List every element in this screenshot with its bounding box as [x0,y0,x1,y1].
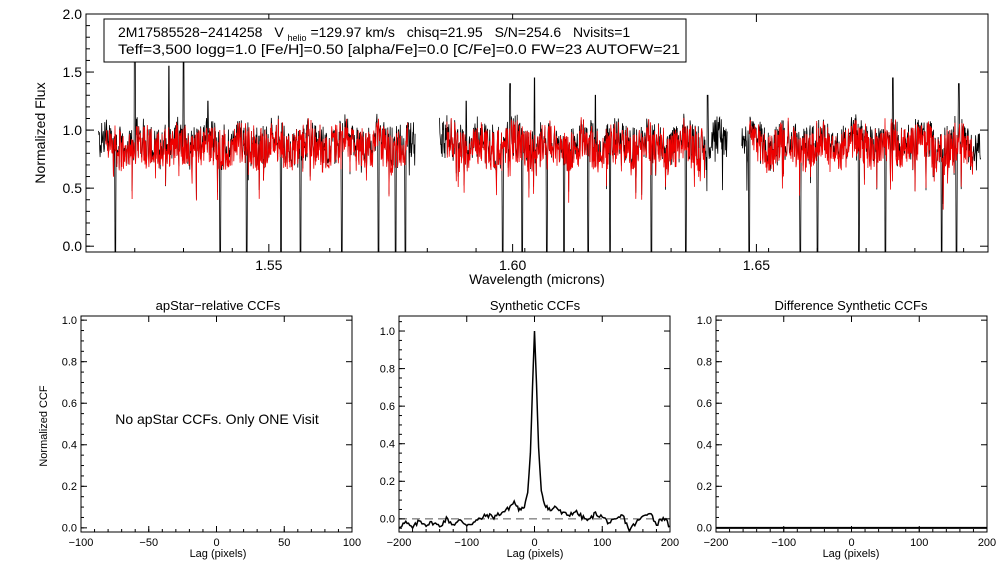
spectrum-panel: 1.55 1.60 1.65 0.0 0.5 1.0 1.5 2.0 Wavelength (… [32,6,989,287]
x-tick-label: −50 [139,537,158,549]
y-tick-label: 0.2 [697,481,712,493]
x-tick-label: 200 [661,537,679,549]
x-tick-label: 1.55 [255,257,282,273]
panel-1-y-label: Normalized CCF [38,385,50,467]
model-spectrum-chip-3 [748,117,974,210]
y-tick-label: 0.0 [697,523,712,535]
x-tick-label: 0 [213,537,219,549]
spectrum-x-ticks: 1.55 1.60 1.65 0.0 0.5 1.0 1.5 2.0 [63,6,988,273]
y-tick-label: 0.6 [697,398,712,410]
model-spectrum-chip-1 [105,118,409,201]
y-tick-label: 1.0 [380,326,395,338]
y-tick-label: 0.8 [380,363,395,375]
x-tick-label: 100 [593,537,611,549]
x-tick-label: −200 [704,537,729,549]
legend-box [103,18,687,63]
panel-2-title: Synthetic CCFs [490,298,581,313]
y-tick-label: 0.6 [380,401,395,413]
x-tick-label: −100 [69,537,94,549]
ccf-panel-synthetic: Synthetic CCFs −200 −100 0 100 200 0.0 0.2 0.4 0… [380,298,679,560]
y-tick-label: 1.0 [63,122,83,138]
legend-vhelio-subscript: helio [288,33,307,43]
panel-1-x-label: Lag (pixels) [190,548,247,560]
ccf-curve [399,330,670,532]
legend-line-2: Teff=3,500 logg=1.0 [Fe/H]=0.50 [alpha/F… [118,41,680,57]
x-tick-label: 0 [531,537,537,549]
panel-3-ticks: −200 −100 0 100 200 0.0 0.2 0.4 0.6 0.8 1.0 [697,315,996,549]
x-tick-label: −100 [454,537,479,549]
y-tick-label: 1.5 [63,64,83,80]
legend-vhelio-label: V [274,24,284,40]
panel-1-title: apStar−relative CCFs [156,298,281,313]
y-tick-label: 0.0 [63,238,83,254]
panel-3-title: Difference Synthetic CCFs [775,298,928,313]
ccf-panel-apstar: apStar−relative CCFs −100 −50 0 50 100 0.0 0.2… [38,298,361,560]
y-tick-label: 0.6 [62,398,77,410]
legend-star-id: 2M17585528−2414258 [118,24,263,40]
spectrum-legend: 2M17585528−2414258 V helio =129.97 km/s … [103,18,687,63]
spectrum-x-label: Wavelength (microns) [469,271,605,287]
y-tick-label: 0.0 [62,523,77,535]
y-tick-label: 0.5 [63,180,83,196]
y-tick-label: 0.4 [380,439,395,451]
model-spectrum-layer [105,117,974,210]
y-tick-label: 0.4 [62,440,77,452]
x-tick-label: 0 [848,537,854,549]
panel-1-ticks: −100 −50 0 50 100 0.0 0.2 0.4 0.6 0.8 1.0 [62,315,361,549]
x-tick-label: 100 [343,537,361,549]
x-tick-label: 1.60 [499,257,526,273]
panel-3-x-label: Lag (pixels) [823,548,880,560]
y-tick-label: 0.8 [62,357,77,369]
x-tick-label: 1.65 [743,257,770,273]
spectrum-frame [85,13,989,253]
panel-2-ticks: −200 −100 0 100 200 0.0 0.2 0.4 0.6 0.8 1.0 [380,316,679,549]
y-tick-label: 1.0 [62,315,77,327]
panel-2-x-label: Lag (pixels) [507,548,564,560]
y-tick-label: 1.0 [697,315,712,327]
x-tick-label: −200 [387,537,412,549]
x-tick-label: 100 [910,537,928,549]
spectrum-y-label: Normalized Flux [32,82,48,183]
panel-1-annotation: No apStar CCFs. Only ONE Visit [115,411,319,427]
panel-2-plot-area [399,330,670,532]
legend-sn: S/N=254.6 [495,24,562,40]
y-tick-label: 0.4 [697,440,712,452]
legend-vhelio-value: =129.97 km/s [310,24,394,40]
ccf-panel-difference: Difference Synthetic CCFs −200 −100 0 100 20… [697,298,996,560]
y-tick-label: 0.2 [62,481,77,493]
y-tick-label: 0.0 [380,514,395,526]
legend-chisq: chisq=21.95 [407,24,483,40]
legend-line-1: 2M17585528−2414258 V helio =129.97 km/s … [118,24,630,44]
legend-nvisits: Nvisits=1 [573,24,630,40]
x-tick-label: 200 [978,537,996,549]
model-spectrum-chip-2 [446,117,706,203]
y-tick-label: 0.8 [697,357,712,369]
x-tick-label: −100 [771,537,796,549]
y-tick-label: 0.2 [380,476,395,488]
y-tick-label: 2.0 [63,6,83,22]
x-tick-label: 50 [278,537,290,549]
